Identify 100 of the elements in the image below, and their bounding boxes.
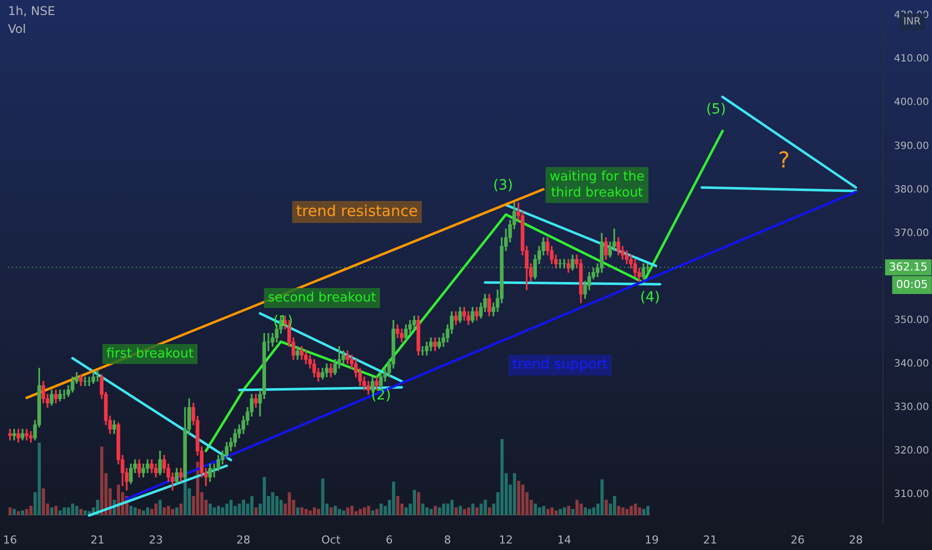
bar xyxy=(567,506,570,515)
bar xyxy=(554,510,558,515)
bar xyxy=(134,507,137,515)
bar xyxy=(300,507,304,515)
bar xyxy=(112,500,116,515)
bar xyxy=(458,506,462,515)
bar xyxy=(329,507,333,515)
x-tick-label: Oct xyxy=(321,533,342,546)
bar xyxy=(392,481,396,515)
bar xyxy=(562,507,566,515)
chart-title: Vol xyxy=(8,22,26,36)
bar xyxy=(375,508,378,515)
x-tick-label: 21 xyxy=(703,533,718,546)
bar xyxy=(225,503,228,515)
bar xyxy=(334,506,337,515)
bar xyxy=(54,506,58,515)
bar xyxy=(571,508,574,515)
annotation: first breakout xyxy=(106,346,194,362)
bar xyxy=(179,503,182,515)
bar xyxy=(229,500,233,515)
bar xyxy=(279,500,283,515)
bar xyxy=(542,506,546,515)
bar xyxy=(146,507,150,515)
bar xyxy=(42,488,45,515)
bar xyxy=(438,507,441,515)
y-tick-label: 410.00 xyxy=(894,54,930,65)
x-tick-label: 26 xyxy=(790,533,805,546)
bar xyxy=(412,490,416,515)
x-tick-label: 8 xyxy=(444,533,452,546)
bar xyxy=(238,503,241,515)
bar xyxy=(588,508,592,515)
y-tick-label: 380.00 xyxy=(894,184,930,196)
bar xyxy=(471,503,474,515)
bar xyxy=(484,500,487,515)
bar xyxy=(358,508,362,515)
bar xyxy=(425,507,428,515)
bar xyxy=(208,503,212,515)
bar xyxy=(12,508,16,515)
bar xyxy=(166,506,170,515)
bar xyxy=(580,503,583,515)
bar xyxy=(275,496,278,515)
bar xyxy=(75,506,78,515)
bar xyxy=(129,506,132,515)
bar xyxy=(221,507,224,515)
y-tick-label: 370.00 xyxy=(894,228,930,239)
bar xyxy=(350,506,354,515)
bar xyxy=(142,510,145,515)
bar xyxy=(304,508,308,515)
bar xyxy=(642,508,646,515)
text: INR xyxy=(903,16,921,28)
bar xyxy=(25,508,28,515)
bar xyxy=(342,510,346,515)
bar xyxy=(271,492,274,515)
x-tick-label: 19 xyxy=(644,533,659,546)
bar xyxy=(216,506,220,515)
bar xyxy=(454,507,458,515)
bar xyxy=(70,503,74,515)
bar xyxy=(475,507,478,515)
annotation: (1) xyxy=(273,314,293,330)
bar xyxy=(162,507,166,515)
bar xyxy=(83,510,87,515)
y-tick-label: 350.00 xyxy=(894,314,930,326)
bar xyxy=(404,507,408,515)
x-tick-label: 28 xyxy=(236,533,250,546)
bar xyxy=(308,510,312,515)
bar xyxy=(316,508,320,515)
bar xyxy=(158,500,162,515)
annotation: (4) xyxy=(640,290,660,306)
bar xyxy=(346,507,350,515)
x-tick-label: 21 xyxy=(90,533,105,546)
bar xyxy=(362,507,366,515)
bar xyxy=(88,510,91,515)
bar xyxy=(416,492,420,515)
bar xyxy=(600,479,604,515)
bar xyxy=(212,507,216,515)
annotation: trend resistance xyxy=(296,202,418,220)
bar xyxy=(592,507,596,515)
bar xyxy=(584,507,587,515)
bar xyxy=(558,508,562,515)
bar xyxy=(429,508,433,515)
bar xyxy=(20,510,24,515)
bar xyxy=(617,506,620,515)
bar xyxy=(171,508,174,515)
bar xyxy=(312,507,316,515)
annotation: (5) xyxy=(706,102,726,118)
bar xyxy=(379,503,383,515)
bar xyxy=(321,478,324,515)
bar xyxy=(366,506,370,515)
bar xyxy=(546,508,550,515)
bar xyxy=(66,507,70,515)
bar xyxy=(500,438,504,515)
bar xyxy=(338,508,341,515)
bar xyxy=(16,510,20,515)
bar xyxy=(446,503,450,515)
bar xyxy=(288,492,291,515)
y-tick-label: 320.00 xyxy=(894,446,930,457)
bar xyxy=(250,496,254,515)
bar xyxy=(612,496,616,515)
bar xyxy=(434,506,437,515)
chart-title: 1h, NSE xyxy=(8,4,56,18)
